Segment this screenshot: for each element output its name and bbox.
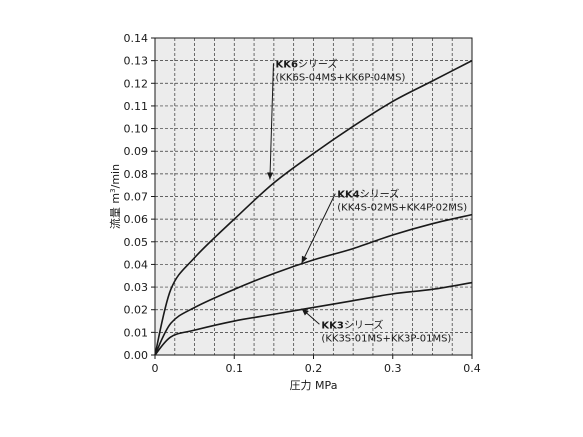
annotation-suffix-kk6: シリーズ <box>298 57 338 70</box>
annotation-arrowhead-kk6 <box>267 172 274 180</box>
series-line-kk6 <box>154 59 473 356</box>
y-tick-label: 0.01 <box>124 326 149 339</box>
y-axis-ticks: 0.00 0.01 0.02 0.03 0.04 0.05 0.06 0.07 0.08 0.09… <box>124 32 155 362</box>
y-tick-label: 0.07 <box>124 191 149 204</box>
y-tick-label: 0.03 <box>124 281 149 294</box>
y-tick-label: 0.02 <box>124 304 149 317</box>
series-line-kk3 <box>154 281 473 356</box>
annotation-suffix-kk3: シリーズ <box>344 318 384 331</box>
annotation-title-kk4: KK4シリーズ <box>337 188 399 201</box>
y-tick-label: 0.11 <box>124 100 149 113</box>
y-tick-label: 0.14 <box>124 32 149 45</box>
annotation-title-kk6: KK6シリーズ <box>275 57 337 70</box>
x-axis-ticks: 0 0.1 0.2 0.3 0.4 <box>152 355 481 375</box>
annotation-leader-kk6 <box>269 63 274 180</box>
annotation-parts-kk4: (KK4S-02MS+KK4P-02MS) <box>337 203 467 214</box>
y-tick-label: 0.12 <box>124 77 149 90</box>
y-tick-label: 0.06 <box>124 213 149 226</box>
y-tick-label: 0.13 <box>124 55 149 68</box>
y-axis-label-main: 流量 m <box>108 193 122 229</box>
series-lines <box>154 59 473 356</box>
grid <box>155 38 472 355</box>
x-axis-label: 圧力 MPa <box>290 379 338 392</box>
y-tick-label: 0.00 <box>124 349 149 362</box>
x-tick-label: 0.4 <box>463 362 481 375</box>
annotation-parts-kk3: (KK3S-01MS+KK3P-01MS) <box>321 333 451 344</box>
series-line-kk4 <box>154 213 473 356</box>
x-tick-label: 0.1 <box>226 362 244 375</box>
y-tick-label: 0.09 <box>124 145 149 158</box>
annotation-suffix-kk4: シリーズ <box>360 188 400 201</box>
annotation-leader-kk4 <box>301 193 336 264</box>
annotation-parts-kk6: (KK6S-04MS+KK6P-04MS) <box>275 72 405 83</box>
x-tick-label: 0 <box>152 362 159 375</box>
annotation-model-kk6: KK6 <box>275 59 297 70</box>
annotation-arrowhead-kk4 <box>301 255 308 264</box>
x-tick-label: 0.3 <box>384 362 402 375</box>
y-axis-label-tail: /min <box>109 164 122 188</box>
annotation-model-kk3: KK3 <box>321 320 343 331</box>
y-tick-label: 0.10 <box>124 123 149 136</box>
x-tick-label: 0.2 <box>305 362 323 375</box>
annotations: KK6シリーズ(KK6S-04MS+KK6P-04MS)KK4シリーズ(KK4S… <box>267 57 467 344</box>
y-axis-label: 流量 m3/min <box>108 164 122 229</box>
annotation-title-kk3: KK3シリーズ <box>321 318 383 331</box>
y-tick-label: 0.05 <box>124 236 149 249</box>
y-axis-label-sup: 3 <box>109 188 117 192</box>
y-tick-label: 0.04 <box>124 258 149 271</box>
annotation-model-kk4: KK4 <box>337 190 359 201</box>
y-tick-label: 0.08 <box>124 168 149 181</box>
annotation-arrowhead-kk3 <box>301 308 309 316</box>
